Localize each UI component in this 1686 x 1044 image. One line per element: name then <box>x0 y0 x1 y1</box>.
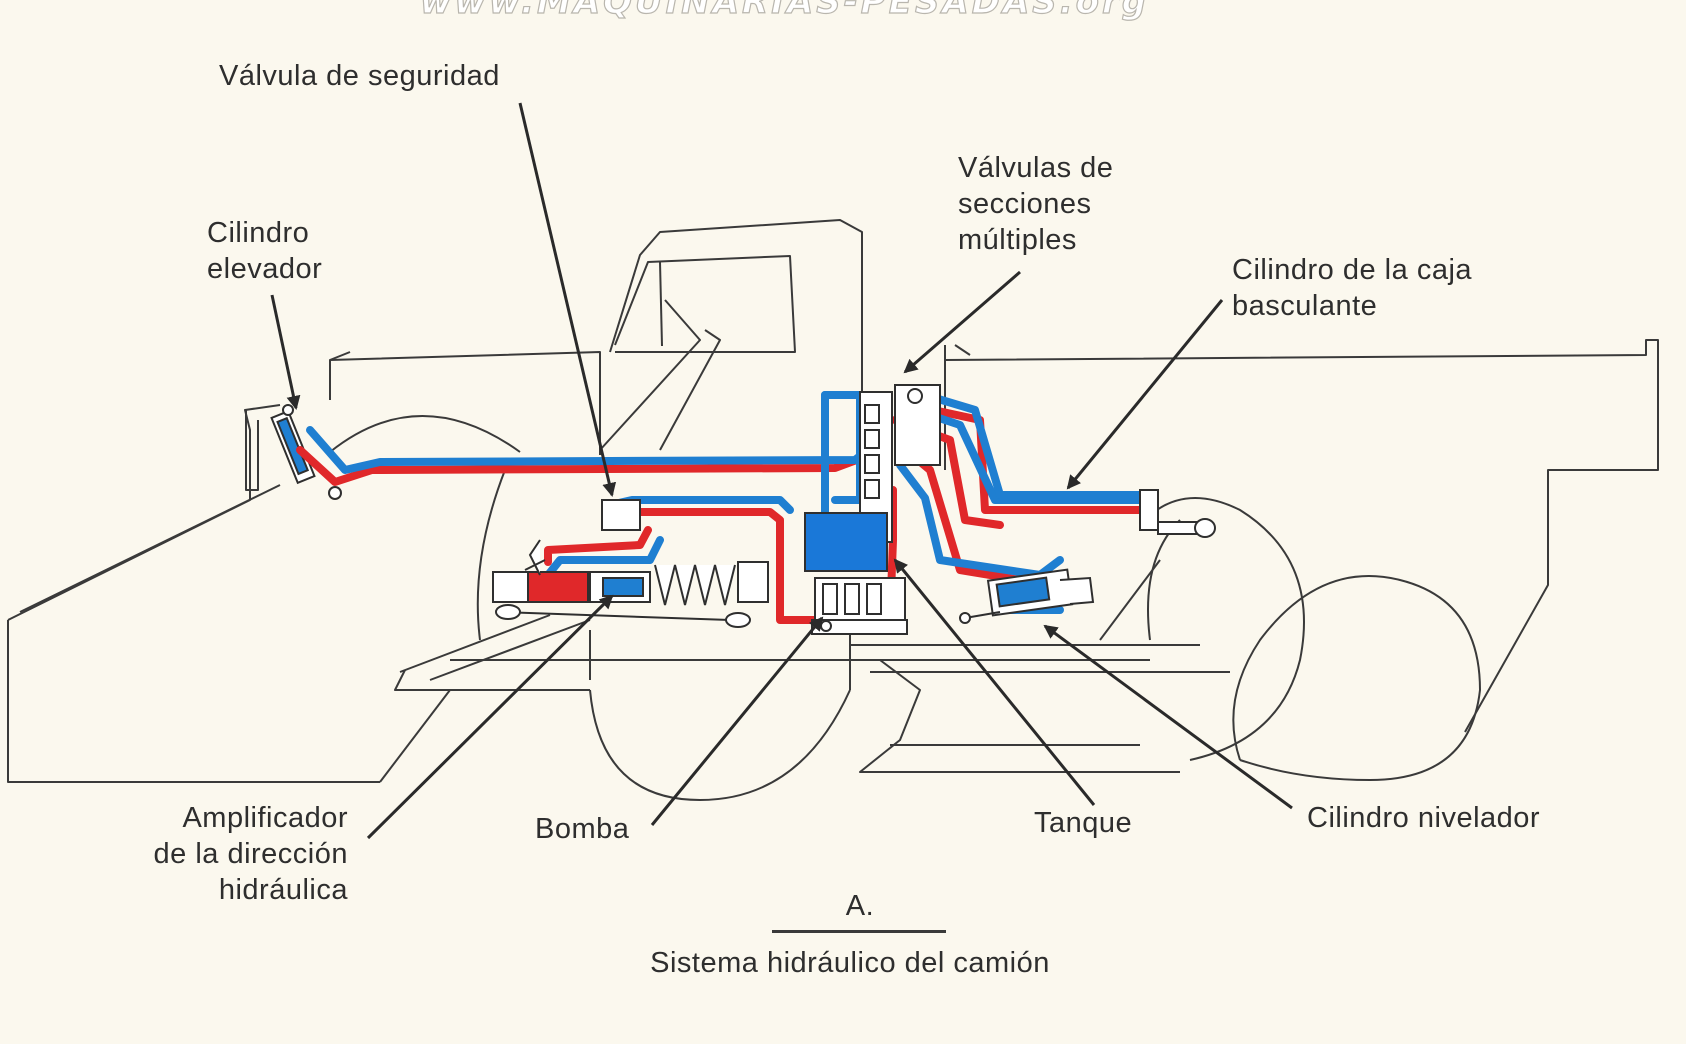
arrow-bomba <box>650 616 824 826</box>
label-line: de la dirección <box>153 838 348 870</box>
label-line: hidráulica <box>218 874 348 906</box>
label-cilindro-elevador: Cilindro elevador <box>207 215 322 287</box>
dump-cylinder <box>1139 489 1216 538</box>
arrow-amplificador <box>366 594 614 840</box>
label-line: Cilindro de la caja <box>1232 254 1473 286</box>
label-bomba: Bomba <box>535 813 630 845</box>
label-line: elevador <box>207 253 323 285</box>
arrow-cilindro-caja <box>1066 299 1224 490</box>
pump <box>811 577 908 635</box>
caption-title: Sistema hidráulico del camión <box>650 947 1050 979</box>
relief-valve <box>601 499 641 531</box>
tank <box>804 512 888 572</box>
arrow-tanque <box>893 558 1096 806</box>
label-valvulas-secciones: Válvulas de secciones múltiples <box>958 150 1113 258</box>
label-line: secciones <box>958 188 1092 220</box>
lift-cylinder <box>270 404 342 500</box>
label-line: Válvulas de <box>958 152 1114 184</box>
leveling-cylinder <box>959 568 1095 624</box>
leader-arrows <box>270 102 1293 840</box>
caption-letter: A. <box>845 890 875 922</box>
arrow-valvula-seguridad <box>518 102 617 497</box>
caption-rule <box>772 930 946 933</box>
label-valvula-seguridad: Válvula de seguridad <box>219 60 500 92</box>
label-tanque: Tanque <box>1034 807 1133 839</box>
truck-outline <box>7 219 1659 801</box>
label-line: Cilindro <box>207 217 310 249</box>
arrow-cilindro-nivelador <box>1043 624 1293 810</box>
steering-booster <box>492 539 769 628</box>
label-line: basculante <box>1232 290 1378 322</box>
label-line: múltiples <box>958 224 1077 256</box>
arrow-cilindro-elevador <box>270 294 301 410</box>
watermark-text: www.MAQUINARIAS-PESADAS.org <box>419 0 1150 23</box>
label-cilindro-nivelador: Cilindro nivelador <box>1307 802 1541 834</box>
label-cilindro-caja: Cilindro de la caja basculante <box>1232 252 1472 324</box>
label-line: Amplificador <box>182 802 348 834</box>
label-amplificador: Amplificador de la dirección hidráulica <box>128 800 348 908</box>
hydraulic-components <box>270 384 1216 635</box>
arrow-valvulas-secciones <box>903 270 1021 374</box>
